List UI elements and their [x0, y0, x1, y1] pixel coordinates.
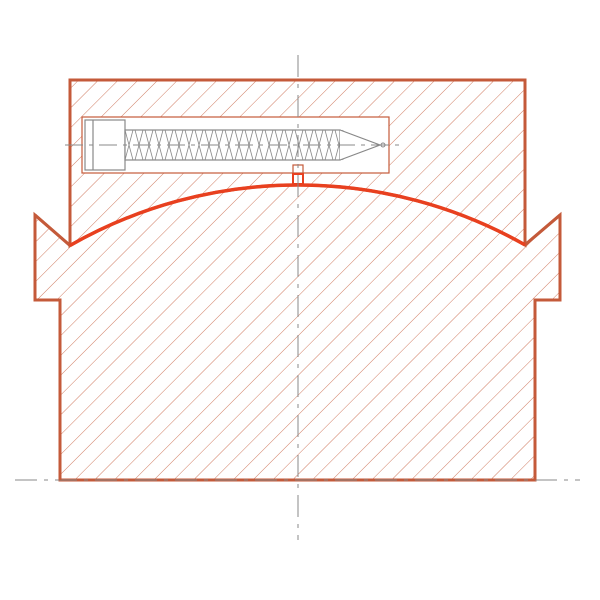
bearing-cross-section-diagram [0, 0, 600, 600]
